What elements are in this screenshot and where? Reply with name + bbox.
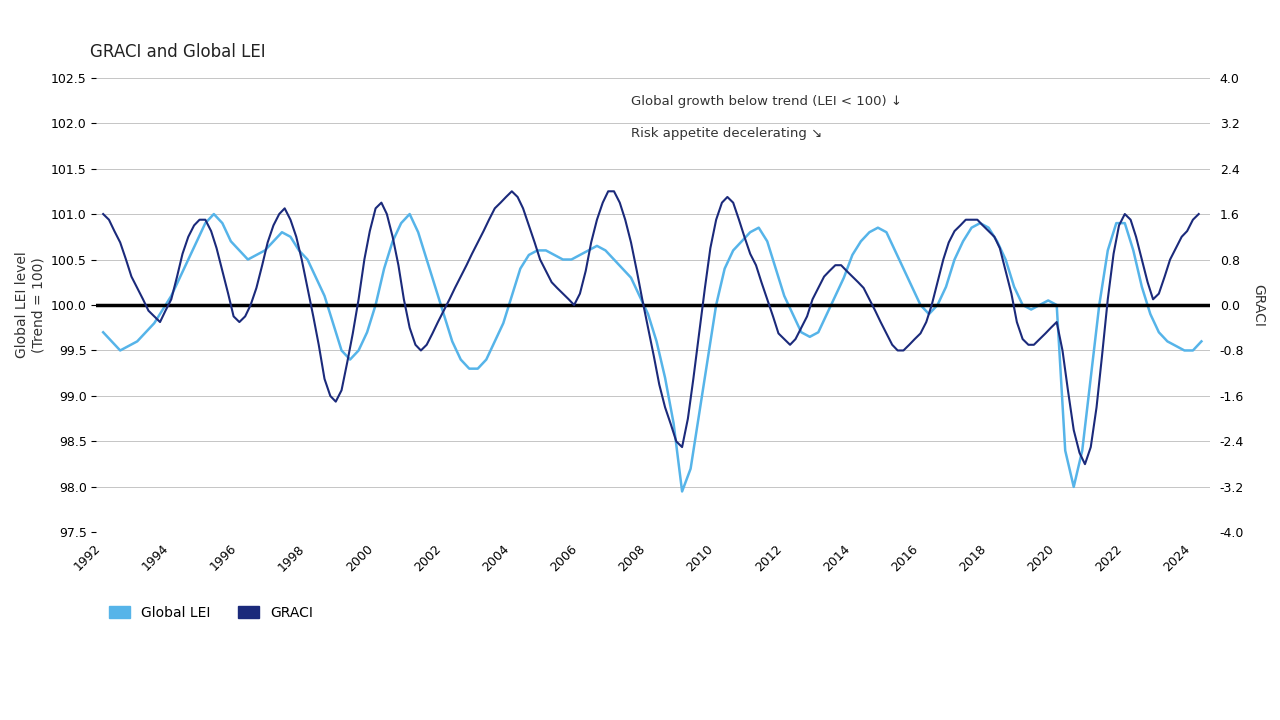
Text: GRACI and Global LEI: GRACI and Global LEI — [90, 43, 265, 61]
Text: Risk appetite decelerating ↘: Risk appetite decelerating ↘ — [631, 127, 822, 140]
Text: Global growth below trend (LEI < 100) ↓: Global growth below trend (LEI < 100) ↓ — [631, 95, 902, 108]
Y-axis label: Global LEI level
(Trend = 100): Global LEI level (Trend = 100) — [15, 251, 45, 359]
Y-axis label: GRACI: GRACI — [1251, 284, 1265, 326]
Legend: Global LEI, GRACI: Global LEI, GRACI — [104, 600, 319, 626]
